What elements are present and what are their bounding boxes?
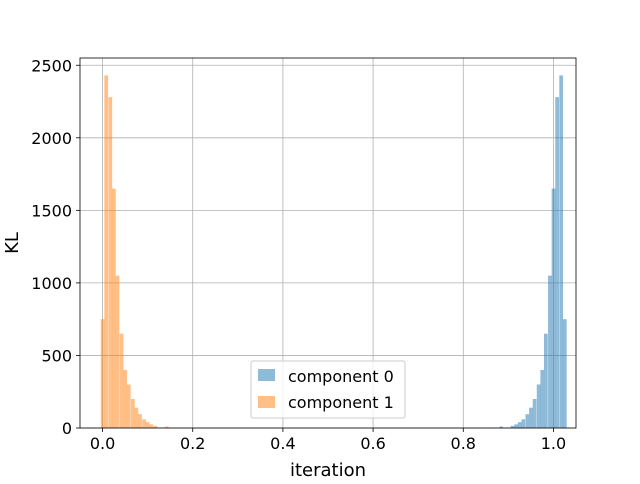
histogram-bar [562,319,567,428]
histogram-bar [138,414,142,428]
histogram-bar [510,425,515,428]
y-tick-label: 500 [41,346,72,365]
histogram-bar [130,398,135,428]
legend-swatch-component-1 [258,396,275,408]
y-tick-label: 1000 [31,274,72,293]
histogram-bar [100,319,105,428]
histogram-bar [108,97,113,429]
histogram-bar [499,426,504,428]
legend-label-component-0: component 0 [288,367,394,386]
x-tick-label: 0.8 [451,434,476,453]
histogram-bar [142,419,146,428]
legend-frame [250,360,406,419]
plot-frame [79,57,577,429]
legend: component 0 component 1 [250,360,406,419]
series-component-1 [100,75,169,429]
histogram-bar [532,398,537,428]
histogram-bar [551,188,556,428]
y-tick-label: 2500 [31,56,72,75]
x-tick-label: 1.0 [541,434,566,453]
histogram-bar [115,275,120,428]
histogram-bar [123,369,128,428]
legend-label-component-1: component 1 [288,393,394,412]
x-tick-label: 0.2 [180,434,205,453]
x-axis-label: iteration [290,460,366,480]
x-tick-label: 0.0 [90,434,115,453]
histogram-bar [119,333,124,428]
bars-layer [100,75,567,429]
histogram-bar [153,425,158,428]
histogram-bar [548,275,552,428]
histogram-bar [555,97,560,429]
histogram-bar [536,384,541,428]
histogram-bar [543,333,548,428]
histogram-bar [164,426,169,428]
histogram-bar [529,407,533,428]
ticks-layer: 0.0 0.2 0.4 0.6 0.8 1.0 0 500 1000 1500 2000 2500 [31,56,566,453]
histogram-bar [517,422,522,428]
histogram-bar [149,424,154,428]
y-tick-label: 2000 [31,129,72,148]
y-axis-label: KL [2,232,23,254]
y-tick-label: 0 [62,419,72,438]
x-tick-label: 0.4 [270,434,295,453]
histogram-bar [559,75,564,428]
x-tick-label: 0.6 [360,434,385,453]
y-tick-label: 1500 [31,201,72,220]
histogram-bar [104,75,109,428]
histogram-bar [145,422,150,428]
histogram-bar [112,188,116,428]
legend-swatch-component-0 [258,369,275,381]
histogram-bar [126,384,131,428]
histogram-bar [540,369,545,428]
series-component-0 [499,75,567,429]
histogram-bar [514,424,518,428]
histogram-bar [525,414,530,428]
histogram-bar [134,407,139,428]
histogram-bar [521,419,526,428]
